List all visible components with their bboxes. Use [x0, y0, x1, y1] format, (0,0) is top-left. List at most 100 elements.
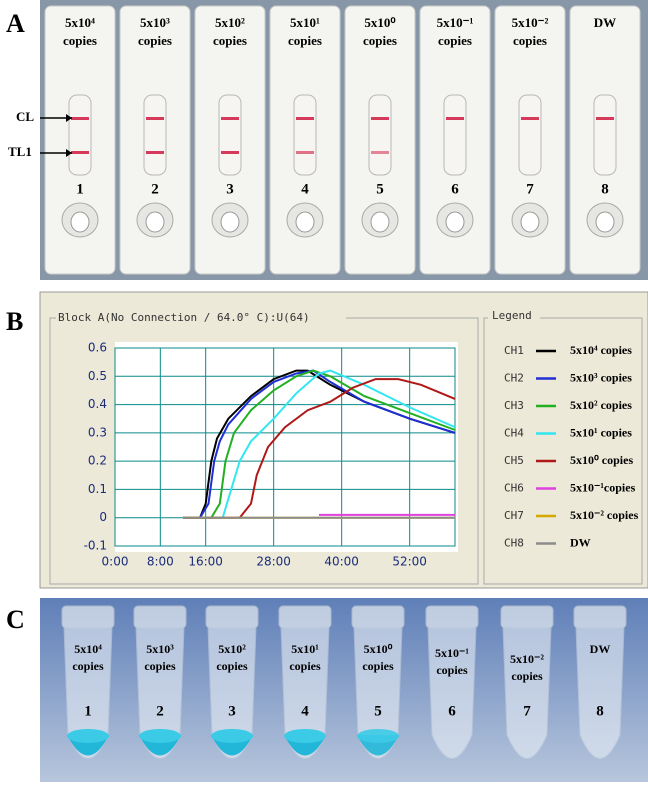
result-window — [218, 94, 242, 176]
tube-cap — [351, 605, 405, 629]
liquid-surface — [139, 729, 181, 743]
tube-number: 6 — [448, 703, 456, 719]
series-line — [183, 369, 456, 519]
control-line — [446, 117, 464, 120]
y-tick-label: 0 — [99, 510, 107, 524]
unit: copies — [288, 33, 322, 48]
tube-cap — [278, 605, 332, 629]
legend-name: CH2 — [504, 372, 524, 385]
result-window — [518, 94, 542, 176]
y-tick-label: 0.1 — [88, 482, 107, 496]
unit: copies — [513, 33, 547, 48]
concentration: 5x10² — [218, 642, 246, 656]
tube-number: 4 — [301, 703, 309, 719]
liquid-surface — [284, 729, 326, 743]
tube-cap — [133, 605, 187, 629]
unit: copies — [511, 669, 543, 683]
sample-hole — [370, 211, 390, 233]
strip-number: 1 — [76, 181, 84, 197]
result-window — [443, 94, 467, 176]
unit: copies — [363, 33, 397, 48]
sample-hole — [595, 211, 615, 233]
panel-label: B — [6, 307, 23, 336]
strip-number: 6 — [451, 181, 459, 197]
concentration: 5x10¹ — [291, 642, 319, 656]
concentration: 5x10¹ — [290, 15, 320, 30]
marker-label: CL — [16, 109, 34, 124]
result-window — [593, 94, 617, 176]
tube-body — [502, 627, 552, 759]
x-tick-label: 28:00 — [256, 555, 291, 569]
y-tick-label: 0.2 — [88, 454, 107, 468]
control-line — [521, 117, 539, 120]
x-tick-label: 8:00 — [147, 555, 174, 569]
legend-name: CH7 — [504, 509, 524, 522]
concentration: 5x10³ — [140, 15, 170, 30]
strip-number: 7 — [526, 181, 534, 197]
sample-hole — [295, 211, 315, 233]
tube-body — [427, 627, 477, 759]
concentration: 5x10⁻¹ — [435, 646, 469, 660]
tube-number: 1 — [84, 703, 92, 719]
unit: copies — [438, 33, 472, 48]
control-line — [596, 117, 614, 120]
unit: copies — [144, 659, 176, 673]
concentration: 5x10⁻¹ — [437, 15, 474, 30]
marker-label: TL1 — [8, 144, 32, 159]
result-window — [368, 94, 392, 176]
tube-cap — [500, 605, 554, 629]
legend-title: Legend — [492, 309, 532, 322]
legend-description: 5x10⁰ copies — [570, 453, 633, 467]
liquid-surface — [67, 729, 109, 743]
concentration: 5x10⁻² — [510, 652, 544, 666]
sample-hole — [445, 211, 465, 233]
result-window — [68, 94, 92, 176]
y-tick-label: 0.3 — [88, 425, 107, 439]
control-line — [371, 117, 389, 120]
legend-description: DW — [570, 535, 591, 549]
unit: copies — [138, 33, 172, 48]
concentration: DW — [594, 15, 616, 30]
legend-description: 5x10⁻² copies — [570, 508, 639, 522]
concentration: 5x10⁻² — [512, 15, 549, 30]
panel-label: C — [6, 605, 25, 634]
unit: copies — [72, 659, 104, 673]
tube-number: 8 — [596, 703, 604, 719]
x-tick-label: 16:00 — [188, 555, 223, 569]
y-tick-label: 0.5 — [88, 369, 107, 383]
strip-number: 2 — [151, 181, 159, 197]
y-tick-label: 0.4 — [88, 397, 107, 411]
legend-name: CH5 — [504, 454, 524, 467]
tube-cap — [61, 605, 115, 629]
result-window — [293, 94, 317, 176]
concentration: 5x10⁰ — [364, 15, 396, 30]
concentration: 5x10⁴ — [65, 15, 95, 30]
tube-number: 2 — [156, 703, 164, 719]
strip-number: 8 — [601, 181, 609, 197]
x-tick-label: 0:00 — [102, 555, 129, 569]
concentration: DW — [590, 642, 611, 656]
tube-cap — [205, 605, 259, 629]
unit: copies — [362, 659, 394, 673]
series-line — [183, 369, 456, 519]
test-line — [71, 151, 89, 154]
control-line — [296, 117, 314, 120]
series-line — [183, 369, 456, 519]
legend-description: 5x10⁻¹copies — [570, 480, 636, 494]
test-line — [371, 151, 389, 154]
tube-cap — [573, 605, 627, 629]
result-window — [143, 94, 167, 176]
unit: copies — [289, 659, 321, 673]
sample-hole — [220, 211, 240, 233]
panel-label: A — [6, 9, 25, 38]
strip-number: 3 — [226, 181, 234, 197]
tube-number: 3 — [228, 703, 236, 719]
legend-title-bg — [488, 310, 540, 326]
unit: copies — [213, 33, 247, 48]
legend-description: 5x10¹ copies — [570, 425, 632, 439]
tube-number: 7 — [523, 703, 531, 719]
legend-name: CH3 — [504, 399, 524, 412]
chart-title: Block A(No Connection / 64.0° C):U(64) — [58, 311, 310, 324]
sample-hole — [520, 211, 540, 233]
